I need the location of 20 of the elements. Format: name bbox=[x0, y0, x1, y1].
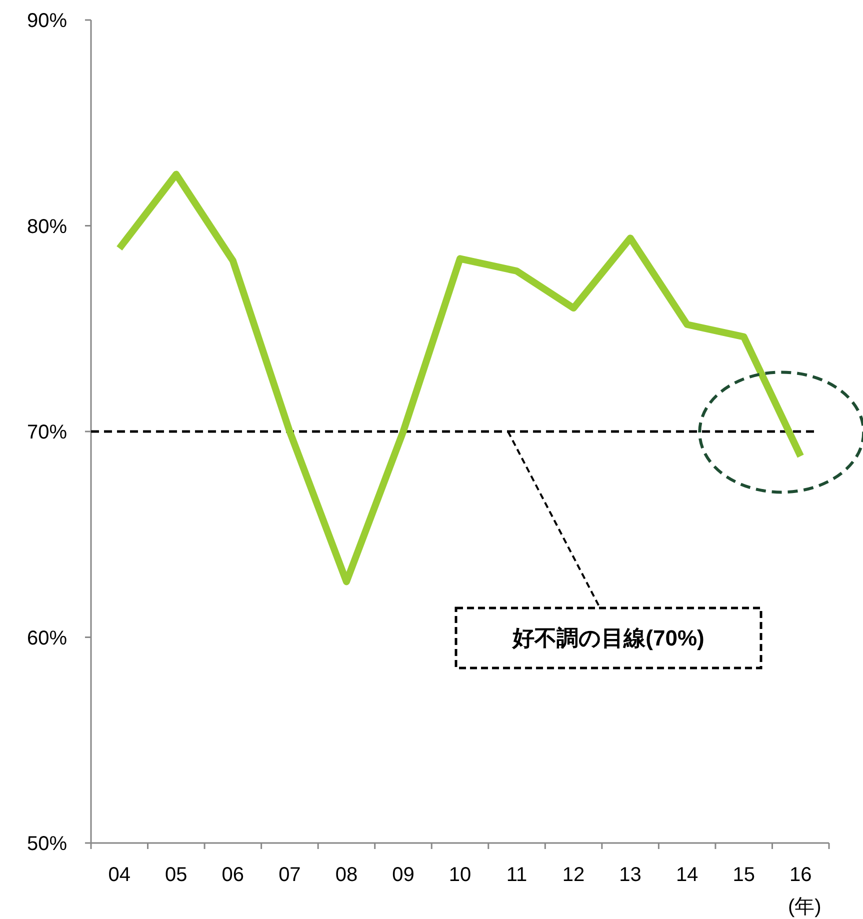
x-tick-label: 07 bbox=[278, 864, 301, 886]
x-tick-label: 13 bbox=[619, 864, 642, 886]
x-tick-label: 08 bbox=[335, 864, 358, 886]
x-tick-label: 12 bbox=[562, 864, 585, 886]
y-tick-label: 90% bbox=[26, 10, 68, 32]
ref-line-label: 好不調の目線(70%) bbox=[512, 626, 704, 651]
x-tick-label: 06 bbox=[222, 864, 244, 886]
x-tick-label: 16 bbox=[789, 864, 812, 886]
x-tick-label: 09 bbox=[392, 864, 414, 886]
y-tick-label: 70% bbox=[26, 422, 68, 444]
x-tick-label: 10 bbox=[448, 864, 472, 886]
y-tick-label: 60% bbox=[26, 627, 68, 650]
x-axis-title: (年) bbox=[788, 896, 822, 918]
x-tick-label: 11 bbox=[506, 864, 528, 886]
x-tick-label: 04 bbox=[108, 864, 131, 886]
x-tick-label: 15 bbox=[732, 864, 755, 886]
y-tick-label: 50% bbox=[26, 833, 68, 855]
x-tick-label: 05 bbox=[165, 864, 188, 886]
x-tick-label: 14 bbox=[676, 864, 698, 886]
y-tick-label: 80% bbox=[26, 216, 68, 238]
